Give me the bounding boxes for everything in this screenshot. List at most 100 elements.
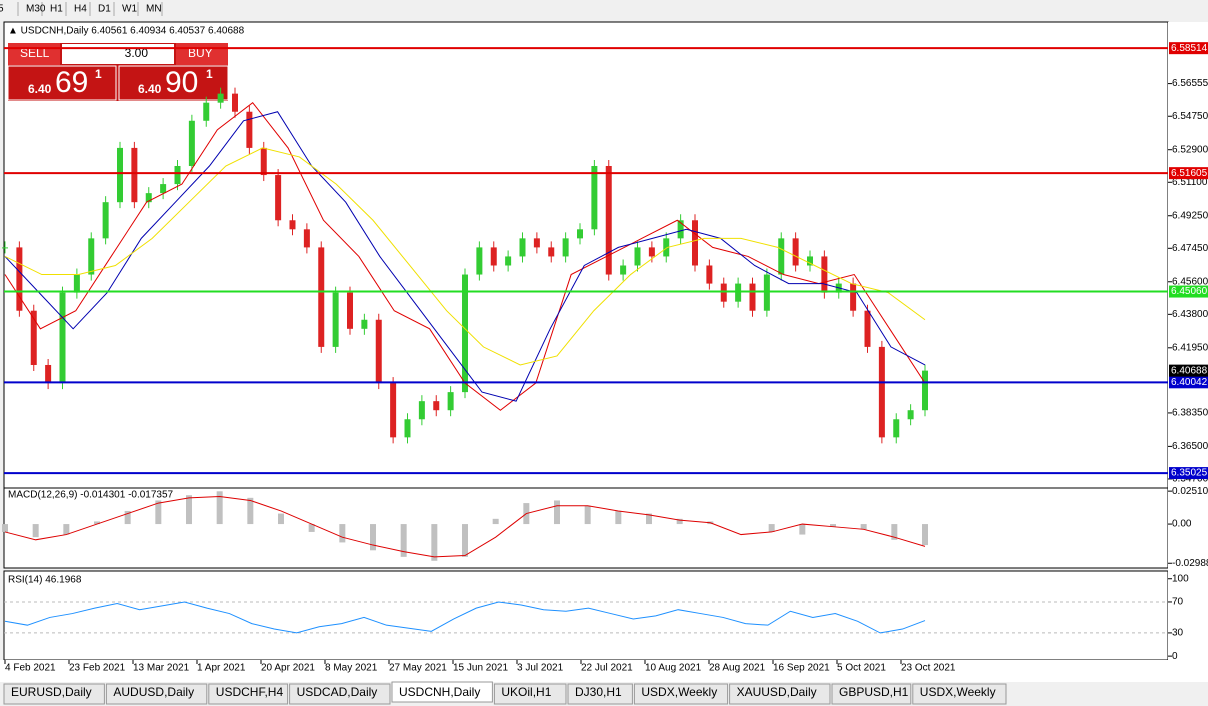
candle — [476, 247, 483, 275]
tab[interactable] — [289, 683, 391, 705]
toolbar — [0, 0, 1208, 18]
candle — [821, 256, 828, 293]
macd-bar — [339, 524, 346, 543]
macd-bar — [370, 524, 376, 551]
rsi-title: RSI(14) 46.1968 — [8, 575, 82, 586]
x-tick-label: 27 May 2021 — [389, 663, 447, 674]
moving-average — [4, 147, 926, 366]
price-pips: 90 — [165, 66, 198, 99]
macd-bar — [830, 524, 836, 527]
x-tick-label: 8 May 2021 — [325, 663, 378, 674]
candle — [203, 102, 210, 121]
macd-bar — [615, 510, 622, 525]
tab-label: DJ30,H1 — [575, 685, 622, 699]
time-axis — [0, 660, 1208, 682]
macd-bar — [768, 524, 775, 532]
tab-label: EURUSD,Daily — [11, 685, 92, 699]
candle — [232, 93, 238, 112]
macd-bar — [676, 518, 683, 525]
level-label: 6.35025 — [1171, 468, 1208, 479]
timeframe-button[interactable]: H4 — [74, 4, 87, 15]
x-tick-label: 15 Jun 2021 — [453, 663, 508, 674]
buy-price-box[interactable] — [118, 65, 229, 101]
candle — [332, 292, 339, 347]
y-tick-label: 6.52900 — [1172, 144, 1208, 155]
rsi-pane — [3, 570, 1169, 661]
tab-label: USDX,Weekly — [920, 685, 996, 699]
price-label: 6.40688 — [1171, 365, 1208, 376]
level-tag — [1169, 285, 1208, 298]
y-tick-label: -0.02988 — [1172, 558, 1208, 569]
tab[interactable] — [912, 683, 1007, 705]
candle — [922, 370, 928, 411]
y-tick-label: 6.56555 — [1172, 78, 1208, 89]
macd-bar — [799, 524, 806, 535]
price-big: 6.40 — [28, 82, 52, 96]
tab[interactable] — [729, 683, 831, 705]
x-tick-label: 10 Aug 2021 — [645, 663, 702, 674]
tab[interactable] — [391, 681, 493, 703]
tab[interactable] — [493, 683, 567, 705]
level-tag — [1169, 167, 1208, 180]
macd-bar — [891, 524, 898, 540]
x-tick-label: 1 Apr 2021 — [197, 663, 246, 674]
candle — [850, 283, 857, 311]
volume-input[interactable] — [62, 44, 174, 64]
candle — [117, 147, 123, 203]
macd-title: MACD(12,26,9) -0.014301 -0.017357 — [8, 490, 174, 501]
macd-pane — [3, 487, 1169, 569]
candle — [591, 165, 598, 230]
candle — [533, 238, 540, 248]
x-tick-label: 13 Mar 2021 — [133, 663, 190, 674]
level-label: 6.40042 — [1171, 377, 1208, 388]
timeframe-button[interactable]: W1 — [122, 4, 137, 15]
tab-label: XAUUSD,Daily — [737, 685, 817, 699]
candle — [749, 283, 756, 311]
macd-bar — [584, 505, 591, 525]
tab-label: USDCAD,Daily — [297, 685, 378, 699]
timeframe-button[interactable]: H1 — [50, 4, 63, 15]
candle — [677, 220, 684, 239]
y-tick-label: 6.36500 — [1172, 441, 1208, 452]
y-tick-label: 6.47450 — [1172, 243, 1208, 254]
candle — [577, 229, 583, 239]
sell-label: SELL — [20, 46, 50, 60]
candle — [30, 310, 37, 365]
tab[interactable] — [105, 683, 208, 705]
tab[interactable] — [567, 683, 633, 705]
macd-bar — [63, 524, 70, 535]
candle — [720, 283, 727, 302]
tab[interactable] — [633, 683, 729, 705]
y-tick-label: 30 — [1172, 628, 1184, 639]
timeframe-button[interactable]: 5 — [0, 4, 4, 15]
candle — [303, 229, 310, 248]
tab[interactable] — [3, 683, 105, 705]
timeframe-button[interactable]: MN — [146, 4, 162, 15]
candle — [648, 247, 655, 257]
candle — [634, 247, 641, 266]
macd-bar — [186, 495, 192, 525]
candle — [505, 256, 512, 266]
candle — [462, 274, 468, 393]
candle — [375, 319, 382, 384]
timeframe-button[interactable]: D1 — [98, 4, 111, 15]
tab[interactable] — [208, 683, 289, 705]
macd-bar — [124, 510, 131, 525]
price-axis — [1168, 22, 1208, 660]
candle — [16, 247, 23, 311]
candle — [433, 401, 440, 411]
y-tick-label: 6.49250 — [1172, 210, 1208, 221]
buy-label: BUY — [188, 46, 213, 60]
tab[interactable] — [831, 683, 912, 705]
timeframe-button[interactable]: M30 — [26, 4, 46, 15]
signal-line — [4, 496, 926, 558]
x-tick-label: 23 Feb 2021 — [69, 663, 126, 674]
candle — [663, 238, 670, 257]
candle — [807, 256, 813, 266]
sell-price-box[interactable] — [7, 65, 117, 101]
tab-label: GBPUSD,H1 — [839, 685, 909, 699]
level-tag — [1169, 42, 1208, 55]
x-tick-label: 4 Feb 2021 — [5, 663, 56, 674]
y-tick-label: 6.45600 — [1172, 276, 1208, 287]
